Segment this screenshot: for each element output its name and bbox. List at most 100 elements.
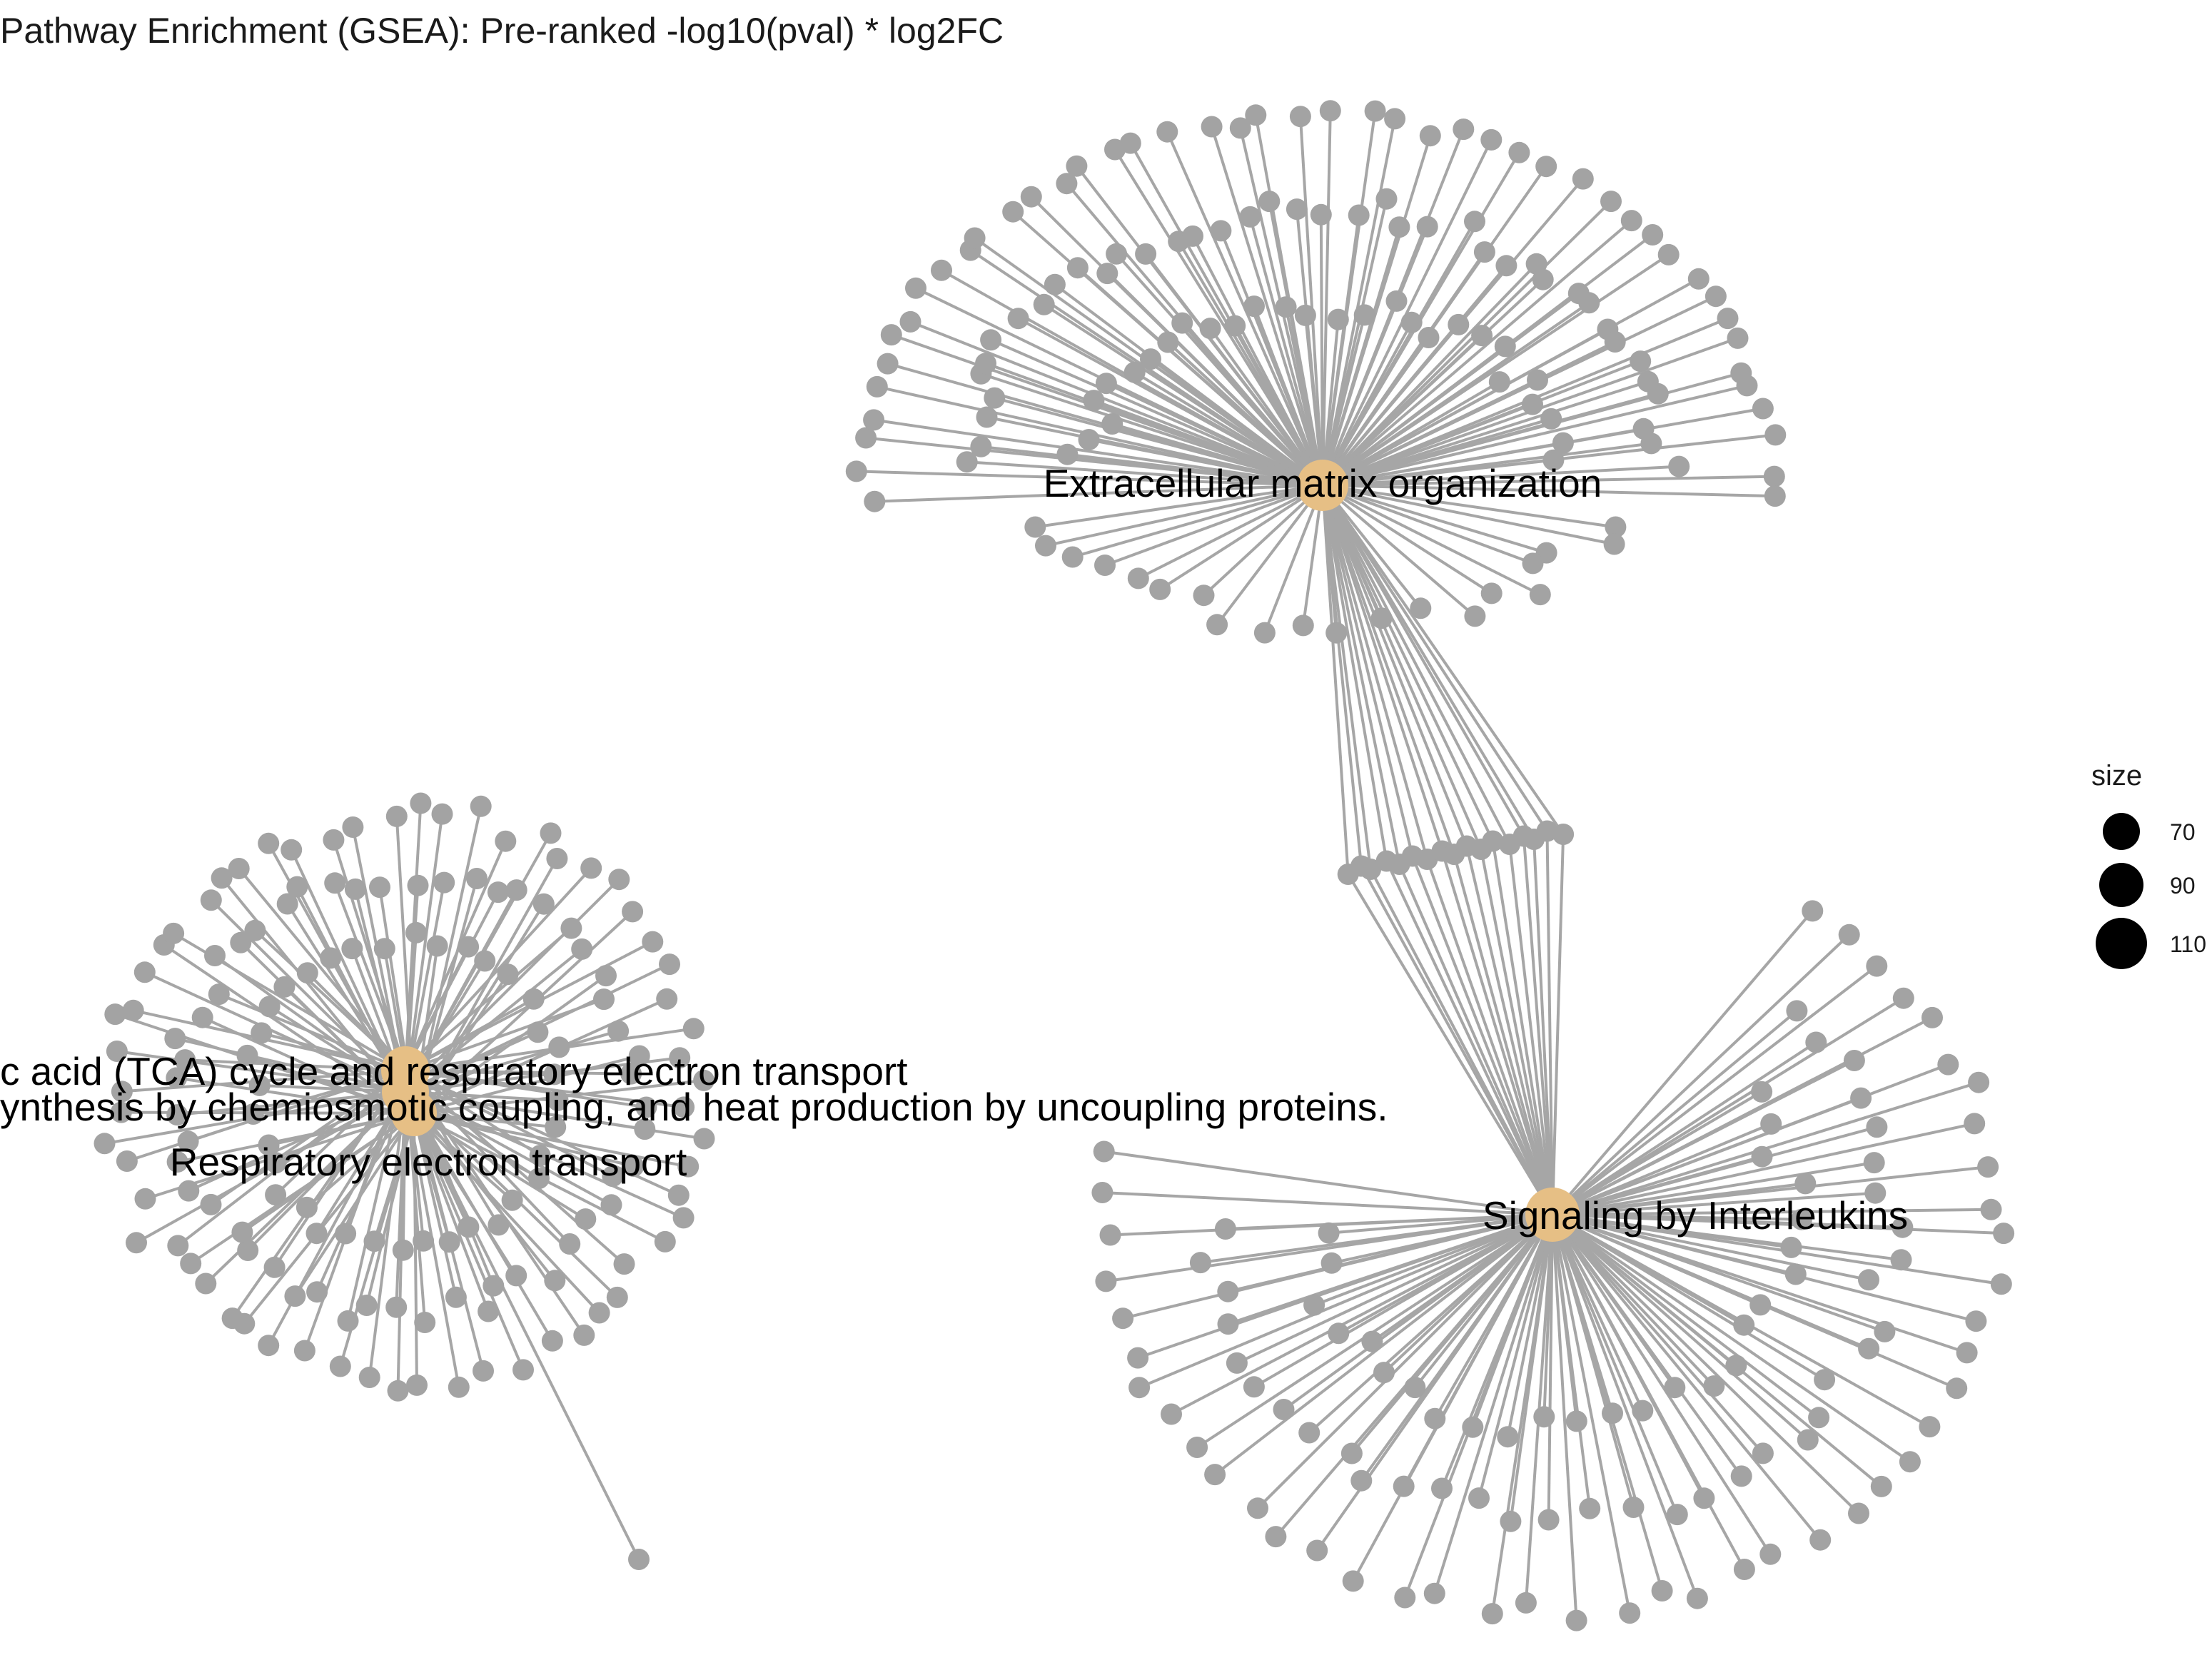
gene-node [863, 409, 885, 431]
gene-node [1482, 830, 1504, 852]
gene-node [1552, 824, 1575, 845]
edge [1453, 854, 1554, 1215]
gene-node [1500, 1510, 1522, 1532]
edge [1321, 485, 1350, 875]
edge [1322, 465, 1680, 487]
gene-node [413, 1230, 435, 1252]
pathway-label-resp: Respiratory electron transport [170, 1140, 687, 1184]
gene-node [1657, 243, 1680, 265]
gene-node [1327, 308, 1349, 330]
gene-node [341, 938, 363, 960]
edge [1321, 485, 1363, 866]
edge [980, 372, 1323, 487]
edge [1398, 864, 1554, 1215]
gene-node [1310, 203, 1332, 226]
edge [1552, 1122, 1975, 1216]
gene-node [1642, 224, 1664, 246]
edge [1017, 317, 1323, 487]
edge [1542, 1214, 1554, 1417]
gene-node [1199, 318, 1221, 340]
edge [1552, 1123, 1772, 1216]
edge [1551, 1213, 1715, 1387]
gene-node [1786, 1000, 1808, 1022]
edge [1522, 836, 1554, 1215]
edge [1551, 910, 1814, 1216]
edge [1321, 485, 1456, 855]
edge [1321, 484, 1549, 832]
gene-node [1797, 1429, 1819, 1451]
edge [305, 1112, 415, 1209]
edge [1551, 1091, 1763, 1216]
gene-node [613, 1253, 635, 1275]
edge [1328, 1213, 1553, 1235]
gene-node [1620, 210, 1642, 232]
gene-node [1464, 211, 1485, 233]
edge [1552, 1213, 1761, 1307]
gene-node [1956, 1342, 1978, 1364]
gene-node [642, 931, 664, 953]
gene-node [1258, 191, 1281, 213]
gene-node [1703, 1375, 1725, 1397]
gene-node [1858, 1269, 1879, 1291]
gene-node [337, 1310, 359, 1332]
edge [1321, 139, 1493, 486]
edge [1104, 1150, 1553, 1216]
edge [1322, 484, 1541, 596]
gene-node [1480, 128, 1503, 151]
gene-node [1968, 1071, 1990, 1093]
gene-node [529, 1145, 551, 1167]
gene-node [580, 857, 602, 879]
gene-node [1007, 308, 1029, 330]
pathway-nodes-layer [381, 460, 1580, 1242]
edge [1321, 336, 1430, 487]
edge [1551, 1213, 1809, 1442]
gene-node [1540, 408, 1562, 430]
gene-node [620, 1063, 642, 1085]
gene-node [505, 1265, 527, 1287]
edge [1331, 1213, 1553, 1265]
gene-node [1035, 535, 1056, 557]
gene-node [236, 1044, 258, 1066]
gene-node [329, 1355, 351, 1377]
edge [1321, 485, 1495, 842]
edge [1338, 1213, 1553, 1335]
edge [966, 460, 1323, 487]
edge [1551, 1214, 1679, 1515]
edge [873, 418, 1323, 487]
edge [1552, 1213, 1869, 1282]
gene-node [104, 1003, 126, 1026]
gene-node [211, 867, 233, 889]
edge [1360, 1213, 1554, 1482]
gene-node [1201, 116, 1223, 138]
gene-node [1640, 432, 1662, 455]
edge [1552, 1213, 1797, 1276]
edge [405, 998, 535, 1072]
edge [1321, 319, 1340, 486]
gene-node [1899, 1451, 1921, 1473]
gene-node [1921, 1006, 1943, 1028]
gene-node [1749, 1294, 1772, 1316]
gene-node [1666, 1504, 1688, 1526]
gene-node [1093, 1140, 1115, 1163]
gene-node [1127, 1347, 1149, 1369]
gene-node [1020, 186, 1042, 208]
edge [1551, 1213, 1911, 1463]
gene-node [1306, 1539, 1328, 1562]
gene-node [877, 353, 899, 375]
gene-node [540, 822, 562, 844]
gene-node [608, 869, 630, 891]
gene-node [1384, 108, 1406, 130]
edge [1159, 484, 1324, 591]
gene-node [1717, 308, 1739, 330]
gene-node [355, 1295, 378, 1316]
gene-node [1537, 1509, 1560, 1531]
gene-node [258, 1134, 280, 1156]
gene-node [1870, 1475, 1892, 1497]
gene-node [1542, 449, 1565, 471]
gene-node [1206, 614, 1228, 636]
gene-node [1863, 1152, 1885, 1174]
edge [413, 1054, 640, 1115]
gene-node [1866, 955, 1888, 977]
gene-node [1497, 1426, 1519, 1448]
gene-node [1370, 607, 1393, 629]
